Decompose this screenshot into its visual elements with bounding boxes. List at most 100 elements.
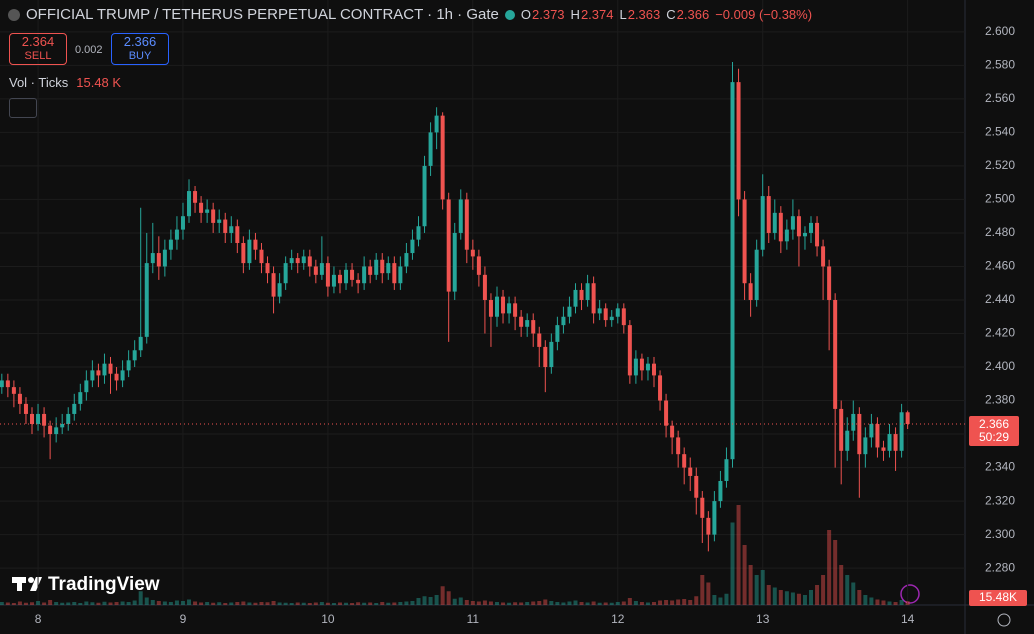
alert-icon[interactable]: [900, 584, 920, 604]
candle-body: [398, 266, 403, 284]
volume-bar: [289, 603, 294, 605]
candle-body: [193, 191, 198, 203]
volume-bar: [700, 575, 705, 605]
volume-bar: [476, 601, 481, 605]
candle-body: [682, 454, 687, 468]
candle-body: [440, 115, 445, 200]
volume-bar: [319, 602, 324, 605]
volume-bar: [670, 600, 675, 605]
ohlc-key: H: [570, 7, 580, 22]
candle-body: [501, 296, 506, 314]
volume-bar: [815, 585, 820, 605]
candle-body: [187, 191, 192, 217]
x-tick-label: 9: [180, 612, 187, 626]
volume-bar: [54, 602, 59, 605]
volume-bar: [736, 505, 741, 605]
candle-body: [295, 258, 300, 264]
candle-body: [180, 216, 185, 230]
volume-bar: [639, 602, 644, 605]
candle-body: [458, 199, 463, 233]
x-tick-label: 10: [321, 612, 335, 626]
candle-body: [217, 219, 222, 223]
volume-bar: [778, 590, 783, 605]
candle-body: [120, 370, 125, 381]
candle-body: [108, 363, 113, 374]
volume-bar: [573, 600, 578, 605]
candle-body: [742, 199, 747, 284]
candle-body: [84, 380, 89, 393]
volume-bar: [36, 601, 41, 605]
volume-bar: [452, 598, 457, 605]
candle-body: [174, 229, 179, 240]
candle-body: [66, 413, 71, 425]
volume-bar: [875, 599, 880, 605]
volume-bar: [591, 601, 596, 605]
candle-body: [627, 325, 632, 376]
volume-bar: [205, 602, 210, 605]
volume-bar: [863, 595, 868, 605]
volume-bar: [827, 530, 832, 605]
volume-bar: [344, 602, 349, 605]
volume-bar: [802, 595, 807, 605]
volume-bar: [905, 601, 910, 605]
candle-body: [790, 216, 795, 230]
volume-bar: [712, 595, 717, 605]
brand-name: TradingView: [48, 574, 160, 595]
volume-bar: [368, 602, 373, 605]
volume-bar: [398, 602, 403, 605]
candle-body: [639, 358, 644, 371]
volume-bar: [519, 602, 524, 605]
y-tick-label: 2.420: [985, 326, 1015, 340]
volume-bar: [241, 601, 246, 605]
candle-body: [319, 263, 324, 275]
volume-bar: [271, 601, 276, 605]
candle-body: [796, 216, 801, 237]
volume-bar: [742, 545, 747, 605]
candle-body: [36, 413, 41, 425]
volume-bar: [652, 602, 657, 605]
volume-bar: [325, 602, 330, 605]
volume-bar: [90, 602, 95, 605]
volume-bar: [434, 595, 439, 605]
volume-bar: [313, 602, 318, 605]
collapse-button[interactable]: [9, 98, 37, 118]
candle-body: [78, 392, 83, 404]
candle-body: [17, 393, 22, 404]
candle-body: [289, 258, 294, 264]
candle-body: [253, 239, 258, 250]
volume-bar: [78, 603, 83, 605]
y-tick-label: 2.380: [985, 393, 1015, 407]
candle-body: [356, 279, 361, 284]
candle-body: [138, 336, 143, 351]
volume-bar: [48, 600, 53, 605]
candle-body: [464, 199, 469, 250]
volume-bar: [718, 597, 723, 605]
sell-button[interactable]: 2.364 SELL: [9, 33, 67, 65]
candle-body: [434, 115, 439, 133]
candle-body: [579, 289, 584, 300]
candle-body: [778, 212, 783, 242]
candle-body: [374, 259, 379, 275]
candle-body: [869, 424, 874, 438]
candle-body: [392, 263, 397, 284]
candle-body: [784, 229, 789, 242]
settings-icon[interactable]: [997, 613, 1011, 627]
candle-body: [283, 263, 288, 284]
volume-bar: [869, 597, 874, 605]
y-tick-label: 2.400: [985, 359, 1015, 373]
candle-body: [809, 222, 814, 233]
symbol-icon: [8, 8, 20, 21]
candle-body: [470, 249, 475, 257]
volume-bar: [126, 602, 131, 605]
volume-bar: [784, 591, 789, 605]
volume-bar: [482, 600, 487, 605]
ohlc-value: 2.366: [676, 7, 710, 22]
volume-bar: [404, 601, 409, 605]
y-tick-label: 2.500: [985, 192, 1015, 206]
buy-button[interactable]: 2.366 BUY: [111, 33, 169, 65]
volume-bar: [567, 601, 572, 605]
volume-bar: [494, 602, 499, 605]
buy-price: 2.366: [123, 34, 157, 49]
candle-body: [313, 266, 318, 275]
